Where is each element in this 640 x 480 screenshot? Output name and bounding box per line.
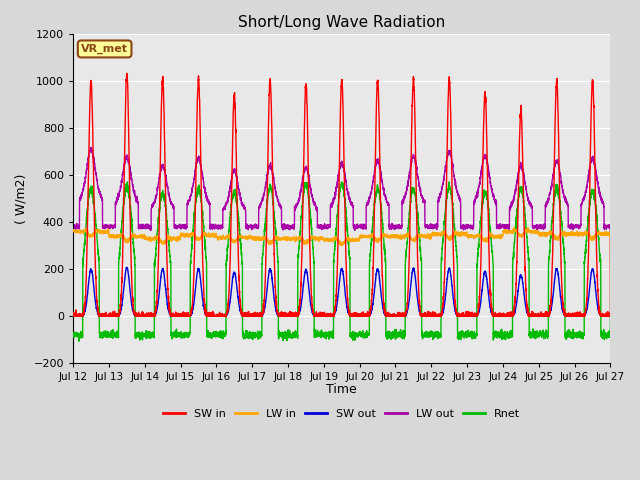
Title: Short/Long Wave Radiation: Short/Long Wave Radiation bbox=[238, 15, 445, 30]
Text: VR_met: VR_met bbox=[81, 44, 128, 54]
Legend: SW in, LW in, SW out, LW out, Rnet: SW in, LW in, SW out, LW out, Rnet bbox=[159, 405, 525, 423]
Y-axis label: ( W/m2): ( W/m2) bbox=[15, 173, 28, 224]
X-axis label: Time: Time bbox=[326, 384, 357, 396]
